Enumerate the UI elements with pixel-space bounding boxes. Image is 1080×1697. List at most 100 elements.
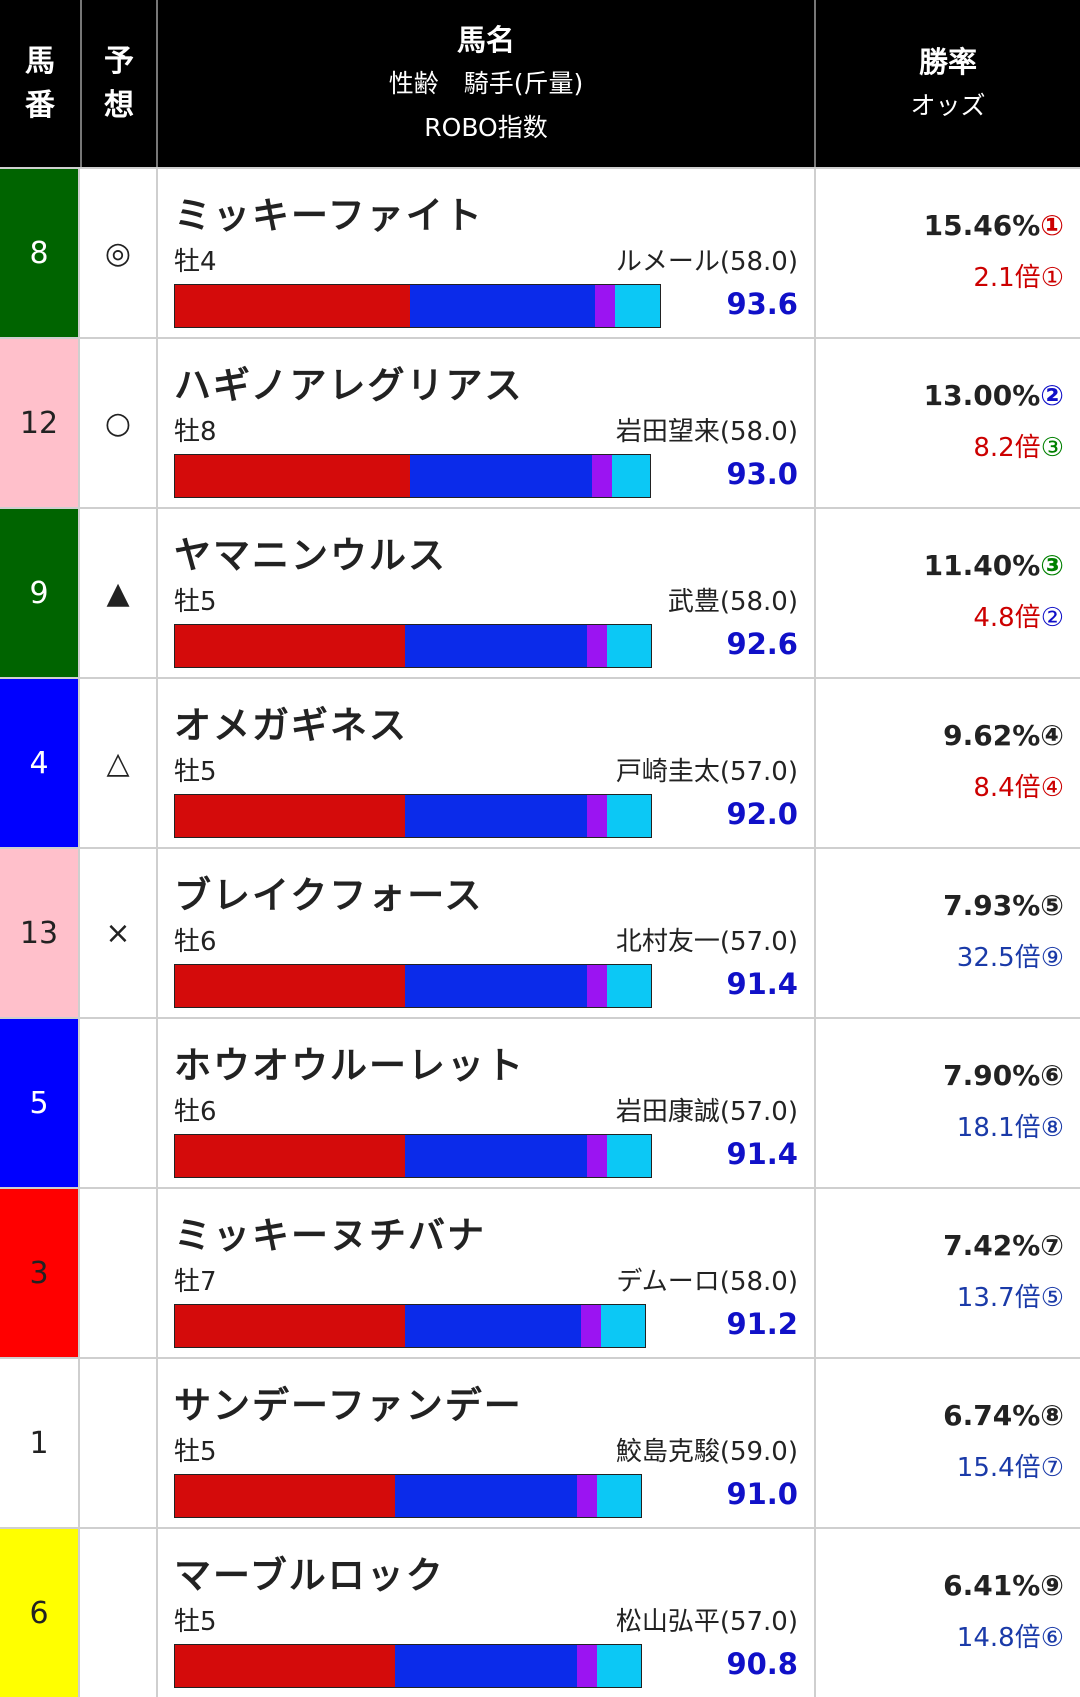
horse-info: マーブルロック 牡5 松山弘平(57.0) 90.8 [158,1529,816,1697]
horse-name[interactable]: サンデーファンデー [174,1384,523,1427]
table-row[interactable]: 4 △ オメガギネス 牡5 戸崎圭太(57.0) 92.0 9.62%④ 8.4倍④ [0,677,1080,847]
horse-number: 8 [0,169,80,337]
odds: 2.1倍① [973,257,1064,294]
horse-name[interactable]: ヤマニンウルス [174,534,447,577]
odds-rank-badge: ② [1040,603,1064,633]
win-rank-badge: ④ [1040,719,1064,752]
robo-index-value: 90.8 [726,1647,798,1681]
odds-rank-badge: ⑤ [1040,1283,1064,1313]
bar-segment-purple [587,1135,607,1177]
odds-rank-badge: ⑦ [1040,1453,1064,1483]
table-row[interactable]: 3 ミッキーヌチバナ 牡7 デムーロ(58.0) 91.2 7.42%⑦ 13.7倍⑤ [0,1187,1080,1357]
prediction-mark [80,1359,158,1527]
bar-segment-purple [581,1305,601,1347]
horse-name[interactable]: ハギノアレグリアス [174,364,524,407]
odds: 4.8倍② [973,597,1064,634]
win-rank-badge: ① [1040,209,1064,242]
jockey-weight: デムーロ(58.0) [616,1267,798,1297]
horse-info: ミッキーファイト 牡4 ルメール(58.0) 93.6 [158,169,816,337]
horse-info: ヤマニンウルス 牡5 武豊(58.0) 92.6 [158,509,816,677]
bar-segment-purple [587,965,607,1007]
horse-number: 13 [0,849,80,1017]
horse-name[interactable]: オメガギネス [174,704,408,747]
odds-rank-badge: ⑥ [1040,1623,1064,1653]
sex-age: 牡6 [174,1097,217,1127]
table-row[interactable]: 6 マーブルロック 牡5 松山弘平(57.0) 90.8 6.41%⑨ 14.8倍⑥ [0,1527,1080,1697]
horse-number: 12 [0,339,80,507]
odds-value: 18.1倍 [956,1113,1041,1143]
header-horse-number-line1: 馬 [25,43,55,79]
robo-index-value: 92.0 [726,797,798,831]
horse-name[interactable]: マーブルロック [174,1554,445,1597]
odds-value: 14.8倍 [956,1623,1041,1653]
prediction-mark: ◎ [80,169,158,337]
win-stats: 7.42%⑦ 13.7倍⑤ [816,1189,1080,1357]
table-row[interactable]: 9 ▲ ヤマニンウルス 牡5 武豊(58.0) 92.6 11.40%③ 4.8倍② [0,507,1080,677]
horse-number: 5 [0,1019,80,1187]
win-stats: 15.46%① 2.1倍① [816,169,1080,337]
robo-index-value: 93.0 [726,457,798,491]
odds: 15.4倍⑦ [957,1447,1064,1484]
header-prediction: 予 想 [82,0,158,167]
prediction-mark: ○ [80,339,158,507]
win-rank-badge: ⑤ [1040,889,1064,922]
bar-segment-cyan [607,625,651,667]
table-row[interactable]: 5 ホウオウルーレット 牡6 岩田康誠(57.0) 91.4 7.90%⑥ 18.1倍⑧ [0,1017,1080,1187]
horse-name[interactable]: ミッキーヌチバナ [174,1214,486,1257]
sex-age: 牡8 [174,417,217,447]
bar-segment-purple [577,1645,597,1687]
robo-index-value: 91.4 [726,1137,798,1171]
win-rate: 11.40%③ [924,549,1064,582]
odds-rank-badge: ⑨ [1040,943,1064,973]
odds-value: 15.4倍 [956,1453,1041,1483]
prediction-mark: × [80,849,158,1017]
jockey-weight: ルメール(58.0) [615,247,798,277]
win-rank-badge: ⑨ [1040,1569,1064,1602]
win-rate: 6.41%⑨ [943,1569,1064,1602]
odds-value: 8.4倍 [973,773,1041,803]
table-row[interactable]: 13 × ブレイクフォース 牡6 北村友一(57.0) 91.4 7.93%⑤ 32.5倍⑨ [0,847,1080,1017]
robo-index-value: 91.2 [726,1307,798,1341]
win-rate: 7.42%⑦ [943,1229,1064,1262]
bar-segment-blue [405,625,587,667]
horse-info: サンデーファンデー 牡5 鮫島克駿(59.0) 91.0 [158,1359,816,1527]
odds-value: 8.2倍 [973,433,1041,463]
horse-number: 1 [0,1359,80,1527]
bar-segment-cyan [607,795,651,837]
table-header: 馬 番 予 想 馬名 性齢 騎手(斤量) ROBO指数 勝率 オッズ [0,0,1080,167]
horse-name[interactable]: ブレイクフォース [174,874,484,917]
bar-segment-purple [577,1475,597,1517]
table-row[interactable]: 12 ○ ハギノアレグリアス 牡8 岩田望来(58.0) 93.0 13.00%② 8.2倍③ [0,337,1080,507]
bar-segment-cyan [601,1305,645,1347]
win-rate-value: 13.00% [923,379,1041,412]
horse-number: 9 [0,509,80,677]
header-name-title: 馬名 [456,22,515,57]
bar-segment-red [175,1475,395,1517]
bar-segment-cyan [597,1645,641,1687]
table-row[interactable]: 1 サンデーファンデー 牡5 鮫島克駿(59.0) 91.0 6.74%⑧ 15.4倍⑦ [0,1357,1080,1527]
odds: 8.2倍③ [973,427,1064,464]
bar-segment-red [175,285,410,327]
header-horse-name: 馬名 性齢 騎手(斤量) ROBO指数 [158,0,816,167]
robo-index-bar [174,1134,652,1178]
bar-segment-blue [410,285,595,327]
odds: 18.1倍⑧ [957,1107,1064,1144]
odds-value: 2.1倍 [973,263,1041,293]
header-prediction-line2: 想 [104,87,134,123]
bar-segment-blue [405,1305,581,1347]
win-rate-value: 6.41% [943,1569,1041,1602]
bar-segment-cyan [612,455,650,497]
win-rate-value: 11.40% [923,549,1041,582]
robo-index-bar [174,964,652,1008]
odds-rank-badge: ③ [1040,433,1064,463]
win-rate-value: 15.46% [923,209,1041,242]
jockey-weight: 武豊(58.0) [667,587,798,617]
horse-name[interactable]: ホウオウルーレット [174,1044,525,1087]
horse-name[interactable]: ミッキーファイト [174,194,484,237]
win-rate: 9.62%④ [943,719,1064,752]
table-row[interactable]: 8 ◎ ミッキーファイト 牡4 ルメール(58.0) 93.6 15.46%① 2.1倍① [0,167,1080,337]
header-robo-index: ROBO指数 [424,112,548,142]
odds: 14.8倍⑥ [957,1617,1064,1654]
robo-index-value: 93.6 [726,287,798,321]
bar-segment-blue [395,1475,577,1517]
